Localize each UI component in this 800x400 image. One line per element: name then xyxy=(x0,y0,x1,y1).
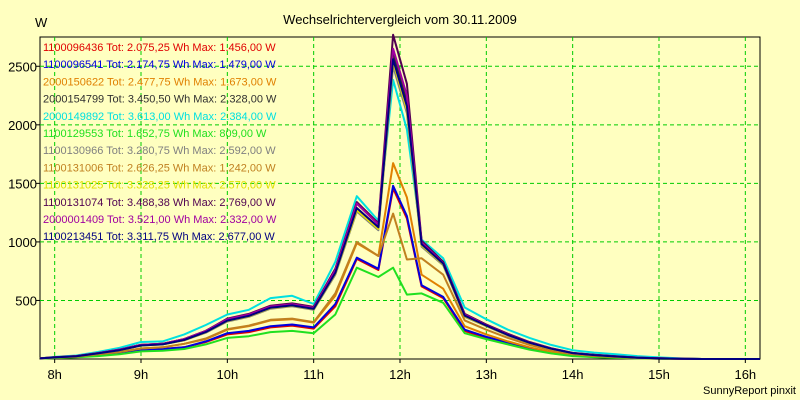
y-tick-label: 1000 xyxy=(8,235,37,250)
x-tick-label: 16h xyxy=(734,367,756,382)
y-axis-unit-label: W xyxy=(35,15,48,30)
legend-entry-2000150622: 2000150622 Tot: 2.477,75 Wh Max: 1.673,0… xyxy=(43,76,277,88)
legend-entry-2000001409: 2000001409 Tot: 3.521,00 Wh Max: 2.332,0… xyxy=(43,214,277,226)
legend-entry-2000154799: 2000154799 Tot: 3.450,50 Wh Max: 2.328,0… xyxy=(43,94,277,106)
series-lines xyxy=(39,33,760,360)
legend-entry-1100096436: 1100096436 Tot: 2.075,25 Wh Max: 1.456,0… xyxy=(43,42,276,54)
x-tick-label: 13h xyxy=(475,367,497,382)
x-tick-label: 11h xyxy=(303,367,324,382)
y-tick-label: 1500 xyxy=(8,176,37,191)
x-axis-ticks: 8h 9h 10h 11h 12h 13h 14h 15h 16h xyxy=(47,359,756,382)
x-tick-label: 15h xyxy=(648,367,670,382)
y-tick-label: 2000 xyxy=(8,118,37,133)
chart-title: Wechselrichtervergleich vom 30.11.2009 xyxy=(283,12,517,27)
legend-entry-1100130966: 1100130966 Tot: 3.280,75 Wh Max: 2.592,0… xyxy=(43,145,276,157)
x-tick-label: 10h xyxy=(216,367,238,382)
y-axis-ticks: 500 1000 1500 2000 2500 xyxy=(8,59,40,308)
legend-entry-1100131025: 1100131025 Tot: 3.328,25 Wh Max: 2.570,0… xyxy=(43,180,276,192)
grid-lines xyxy=(40,37,760,359)
credit-label: SunnyReport pinxit xyxy=(703,385,796,397)
plot-area xyxy=(39,33,761,360)
x-tick-label: 8h xyxy=(47,367,61,382)
legend-entry-1100131074: 1100131074 Tot: 3.488,38 Wh Max: 2.769,0… xyxy=(43,197,276,209)
legend-entry-1100213451: 1100213451 Tot: 3.311,75 Wh Max: 2.677,0… xyxy=(43,231,275,243)
legend: 1100096436 Tot: 2.075,25 Wh Max: 1.456,0… xyxy=(43,42,277,243)
series-line-1100213451 xyxy=(39,58,760,360)
legend-entry-2000149892: 2000149892 Tot: 3.613,00 Wh Max: 2.384,0… xyxy=(43,111,277,123)
x-tick-label: 9h xyxy=(134,367,148,382)
legend-entry-1100096541: 1100096541 Tot: 2.174,75 Wh Max: 1.479,0… xyxy=(43,59,276,71)
legend-entry-1100129553: 1100129553 Tot: 1.652,75 Wh Max: 809,00 … xyxy=(43,128,267,140)
legend-entry-1100131006: 1100131006 Tot: 2.626,25 Wh Max: 1.242,0… xyxy=(43,162,276,174)
x-tick-label: 14h xyxy=(562,367,584,382)
series-line-2000149892 xyxy=(39,78,760,360)
y-tick-label: 500 xyxy=(15,293,37,308)
x-tick-label: 12h xyxy=(389,367,411,382)
y-tick-label: 2500 xyxy=(8,59,37,74)
